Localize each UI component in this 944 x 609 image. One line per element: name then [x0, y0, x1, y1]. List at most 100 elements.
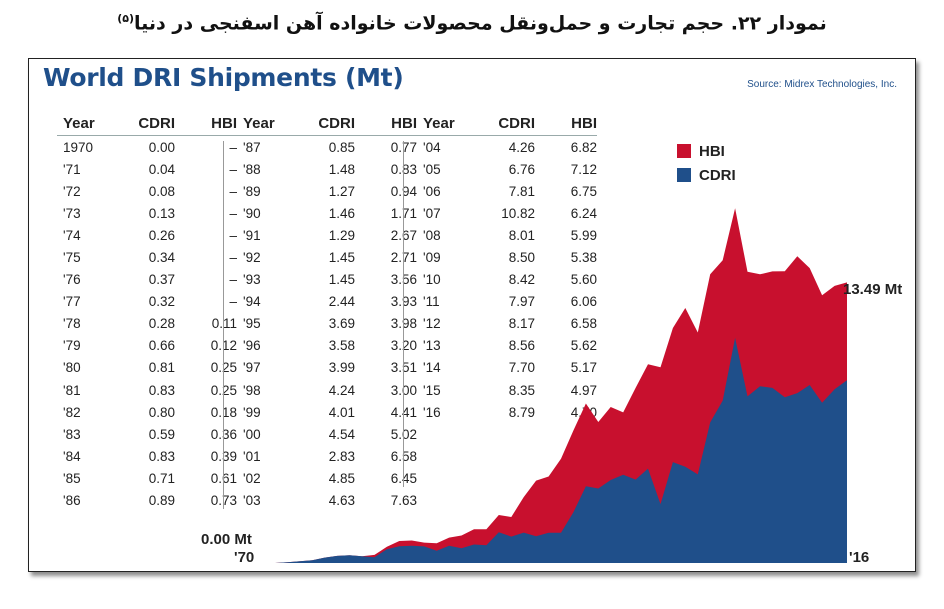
cell-cdri: 7.70 — [508, 360, 535, 376]
cell-year: '80 — [63, 360, 81, 376]
cell-cdri: 7.97 — [508, 294, 535, 310]
caption-note: (۵) — [117, 12, 135, 25]
table-row: '820.800.18 — [57, 401, 237, 423]
table-column-group: Year CDRI HBI 1970 0.00 – '71 0.04 – '72 0.08 – '73 0… — [57, 111, 237, 512]
header-cdri: CDRI — [498, 114, 535, 132]
table-row: '860.890.73 — [57, 490, 237, 512]
cell-cdri: 8.01 — [508, 227, 535, 243]
cell-hbi: 5.62 — [570, 338, 597, 354]
cell-year: 1970 — [63, 139, 94, 155]
cell-year: '01 — [243, 448, 261, 464]
table-row: '13 8.56 5.62 — [417, 335, 597, 357]
cell-year: '88 — [243, 161, 261, 177]
cell-cdri: 0.13 — [148, 205, 175, 221]
table-row: '891.270.94 — [237, 180, 417, 202]
cell-cdri: 0.89 — [148, 493, 175, 509]
cell-year: '00 — [243, 426, 261, 442]
cell-hbi: 6.06 — [570, 294, 597, 310]
cell-year: '86 — [63, 493, 81, 509]
cell-year: '93 — [243, 272, 261, 288]
cell-year: '13 — [423, 338, 441, 354]
cell-cdri: 0.83 — [148, 382, 175, 398]
cell-cdri: 0.08 — [148, 183, 175, 199]
cell-hbi: 6.58 — [570, 316, 597, 332]
cell-year: '87 — [243, 139, 261, 155]
cell-year: '81 — [63, 382, 81, 398]
chart-frame: World DRI Shipments (Mt) Source: Midrex … — [28, 58, 916, 572]
cell-cdri: 2.44 — [328, 294, 355, 310]
cell-hbi: 5.17 — [570, 360, 597, 376]
cell-cdri: 6.76 — [508, 161, 535, 177]
table-row: '931.453.56 — [237, 269, 417, 291]
cell-year: '12 — [423, 316, 441, 332]
cell-cdri: 0.34 — [148, 250, 175, 266]
cell-cdri: 1.45 — [328, 250, 355, 266]
legend-item-cdri: CDRI — [677, 163, 736, 187]
cell-year: '11 — [423, 294, 440, 310]
cell-cdri: 3.99 — [328, 360, 355, 376]
cell-year: '15 — [423, 382, 441, 398]
cell-year: '72 — [63, 183, 81, 199]
cell-hbi: 6.24 — [570, 205, 597, 221]
header-hbi: HBI — [211, 114, 237, 132]
cell-cdri: 0.80 — [148, 404, 175, 420]
cell-hbi: – — [229, 183, 237, 199]
header-cdri: CDRI — [318, 114, 355, 132]
cell-cdri: 0.28 — [148, 316, 175, 332]
table-header: Year CDRI HBI — [237, 111, 417, 136]
cell-year: '91 — [243, 227, 261, 243]
cell-hbi: 0.11 — [211, 316, 237, 332]
cell-cdri: 4.01 — [328, 404, 355, 420]
cell-cdri: 0.81 — [148, 360, 175, 376]
cell-cdri: 1.29 — [328, 227, 355, 243]
cell-year: '83 — [63, 426, 81, 442]
cell-year: '73 — [63, 205, 81, 221]
table-column-group: YearCDRIHBI'870.850.77'881.480.83'891.27… — [237, 111, 417, 512]
legend-swatch-cdri — [677, 168, 691, 182]
figure-caption: نمودار ۲۲. حجم تجارت و حمل‌ونقل محصولات … — [0, 12, 944, 34]
cell-cdri: 7.81 — [508, 183, 535, 199]
cell-year: '76 — [63, 272, 81, 288]
cell-year: '78 — [63, 316, 81, 332]
table-row: '10 8.42 5.60 — [417, 269, 597, 291]
table-column-group: Year CDRI HBI '04 4.26 6.82 '05 6.76 7.12 '06 7.81… — [417, 111, 597, 423]
cell-hbi: – — [229, 227, 237, 243]
cell-year: '98 — [243, 382, 261, 398]
cell-cdri: 8.35 — [508, 382, 535, 398]
cell-cdri: 8.17 — [508, 316, 535, 332]
cell-hbi: – — [229, 205, 237, 221]
cell-cdri: 0.85 — [328, 139, 355, 155]
table-row: '77 0.32 – — [57, 291, 237, 313]
cell-cdri: 4.85 — [328, 470, 355, 486]
table-row: '75 0.34 – — [57, 246, 237, 268]
cell-year: '97 — [243, 360, 261, 376]
cell-year: '07 — [423, 205, 441, 221]
cell-year: '95 — [243, 316, 261, 332]
cell-year: '74 — [63, 227, 81, 243]
cell-year: '04 — [423, 139, 441, 155]
table-row: '04 4.26 6.82 — [417, 136, 597, 158]
cell-hbi: – — [229, 161, 237, 177]
legend-item-hbi: HBI — [677, 139, 736, 163]
cell-year: '89 — [243, 183, 261, 199]
cell-hbi: 5.60 — [570, 272, 597, 288]
cell-hbi: – — [229, 250, 237, 266]
source-note: Source: Midrex Technologies, Inc. — [747, 79, 897, 90]
chart-title: World DRI Shipments (Mt) — [43, 63, 404, 92]
table-row: '06 7.81 6.75 — [417, 180, 597, 202]
header-hbi: HBI — [571, 114, 597, 132]
caption-text: نمودار ۲۲. حجم تجارت و حمل‌ونقل محصولات … — [134, 12, 827, 35]
cell-hbi: 4.97 — [570, 382, 597, 398]
header-hbi: HBI — [391, 114, 417, 132]
cell-cdri: 0.04 — [148, 161, 175, 177]
cell-cdri: 1.48 — [328, 161, 355, 177]
cell-hbi: 7.12 — [570, 161, 597, 177]
start-year-label: '70 — [234, 549, 255, 566]
cell-cdri: 1.27 — [328, 183, 355, 199]
table-row: '12 8.17 6.58 — [417, 313, 597, 335]
cell-year: '90 — [243, 205, 261, 221]
cell-year: '09 — [423, 250, 441, 266]
header-year: Year — [423, 114, 455, 132]
cell-year: '79 — [63, 338, 81, 354]
cell-year: '14 — [423, 360, 441, 376]
